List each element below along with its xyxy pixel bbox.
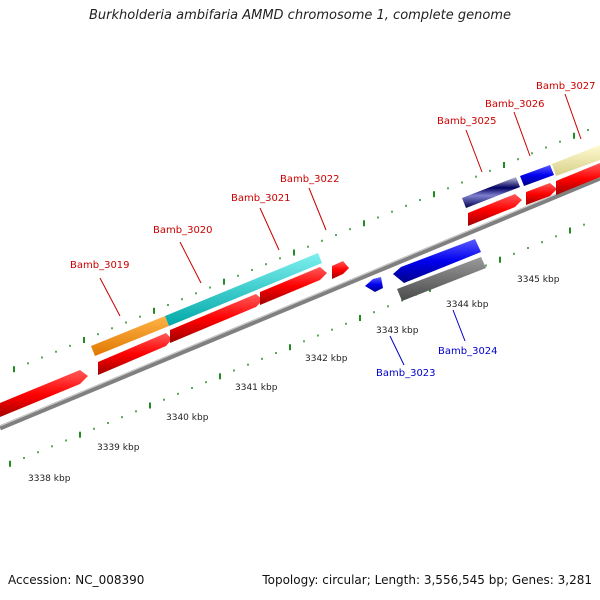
leader-line bbox=[259, 207, 280, 251]
gene-label-bamb-3022[interactable]: Bamb_3022 bbox=[280, 174, 340, 185]
feature-cyan[interactable] bbox=[165, 253, 322, 326]
scale-label: 3343 kbp bbox=[376, 326, 419, 336]
gene-arrow-bamb-3024[interactable] bbox=[393, 239, 481, 283]
leader-line bbox=[513, 111, 531, 157]
gene-arrow-bamb-3019[interactable] bbox=[98, 333, 172, 375]
gene-label-bamb-3026[interactable]: Bamb_3026 bbox=[485, 99, 545, 110]
gene-label-bamb-3019[interactable]: Bamb_3019 bbox=[70, 260, 130, 271]
feature-khaki-3027[interactable] bbox=[552, 145, 600, 176]
genes-value: 3,281 bbox=[557, 573, 592, 587]
backbone-highlight bbox=[0, 175, 600, 427]
gene-label-bamb-3020[interactable]: Bamb_3020 bbox=[153, 225, 213, 236]
reverse-tick-row bbox=[9, 223, 585, 467]
leader-line bbox=[452, 309, 466, 342]
scale-label: 3341 kbp bbox=[235, 383, 278, 393]
gene-label-bamb-3025[interactable]: Bamb_3025 bbox=[437, 116, 497, 127]
scale-label: 3338 kbp bbox=[28, 474, 71, 484]
gene-label-bamb-3023[interactable]: Bamb_3023 bbox=[376, 368, 436, 379]
leader-line bbox=[465, 129, 483, 173]
feature-orange[interactable] bbox=[91, 316, 169, 356]
gene-arrow-bamb-3027[interactable] bbox=[556, 163, 600, 195]
length-value: 3,556,545 bp bbox=[423, 573, 504, 587]
gene-arrow-bamb-3022[interactable] bbox=[332, 261, 349, 279]
gene-label-bamb-3021[interactable]: Bamb_3021 bbox=[231, 193, 291, 204]
leader-line bbox=[564, 93, 582, 140]
topology-value: circular bbox=[322, 573, 367, 587]
leader-line bbox=[389, 335, 405, 366]
feature-gray[interactable] bbox=[397, 257, 486, 301]
gene-arrow-bamb-3020[interactable] bbox=[170, 294, 263, 343]
page-title: Burkholderia ambifaria AMMD chromosome 1… bbox=[88, 8, 512, 23]
accession-label: Accession: bbox=[8, 573, 72, 587]
forward-tick-row bbox=[13, 129, 589, 373]
feature-navy-striped[interactable] bbox=[462, 177, 520, 208]
scale-label: 3340 kbp bbox=[166, 413, 209, 423]
feature-blue-3026[interactable] bbox=[520, 165, 554, 186]
leader-line bbox=[179, 241, 202, 284]
gene-arrow-bamb-3026[interactable] bbox=[526, 183, 557, 205]
scale-label: 3344 kbp bbox=[446, 300, 489, 310]
gene-arrow-bamb-3025[interactable] bbox=[468, 194, 522, 226]
scale-label: 3342 kbp bbox=[305, 354, 348, 364]
leader-line bbox=[308, 187, 327, 231]
accession-text: Accession: NC_008390 bbox=[8, 573, 144, 587]
gene-arrow-bamb-3021[interactable] bbox=[260, 267, 327, 305]
genes-label: Genes: bbox=[511, 573, 554, 587]
scale-label: 3339 kbp bbox=[97, 443, 140, 453]
length-label: Length: bbox=[374, 573, 421, 587]
topology-label: Topology: bbox=[262, 573, 319, 587]
leader-line bbox=[99, 277, 121, 317]
accession-value: NC_008390 bbox=[75, 573, 145, 587]
backbone-line bbox=[0, 175, 600, 431]
gene-label-bamb-3027[interactable]: Bamb_3027 bbox=[536, 81, 596, 92]
gene-arrow-left-edge[interactable] bbox=[0, 370, 88, 419]
gene-arrow-bamb-3023[interactable] bbox=[365, 277, 383, 292]
gene-label-bamb-3024[interactable]: Bamb_3024 bbox=[438, 346, 498, 357]
scale-label: 3345 kbp bbox=[517, 275, 560, 285]
genome-summary: Topology: circular; Length: 3,556,545 bp… bbox=[262, 573, 592, 587]
